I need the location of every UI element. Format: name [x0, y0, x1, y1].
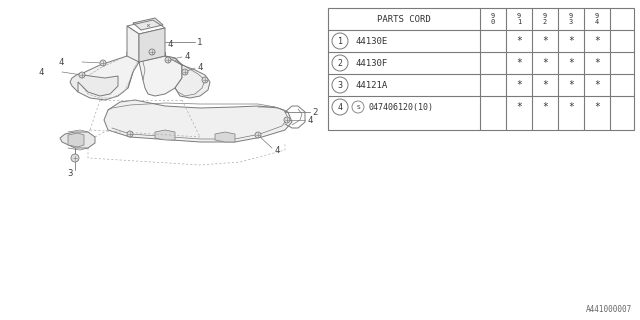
Text: 44130E: 44130E — [355, 36, 387, 45]
Text: 4: 4 — [307, 116, 312, 124]
Text: 9
1: 9 1 — [517, 13, 521, 25]
Text: 4: 4 — [274, 146, 280, 155]
Text: 4: 4 — [38, 68, 44, 76]
Circle shape — [284, 117, 290, 123]
Text: 3: 3 — [67, 169, 73, 178]
Text: 4: 4 — [167, 39, 172, 49]
Text: *: * — [594, 80, 600, 90]
Text: 1: 1 — [337, 36, 342, 45]
Text: 1: 1 — [197, 37, 202, 46]
Text: *: * — [516, 36, 522, 46]
Text: 4: 4 — [337, 102, 342, 111]
Circle shape — [255, 132, 261, 138]
Text: 9
3: 9 3 — [569, 13, 573, 25]
Text: 4: 4 — [58, 58, 63, 67]
Circle shape — [79, 72, 85, 78]
Circle shape — [202, 77, 208, 83]
Text: 2: 2 — [312, 108, 317, 116]
Polygon shape — [60, 132, 95, 148]
Text: S: S — [356, 105, 360, 109]
Text: *: * — [516, 58, 522, 68]
Text: 9
4: 9 4 — [595, 13, 599, 25]
Text: *: * — [542, 36, 548, 46]
Text: 44121A: 44121A — [355, 81, 387, 90]
Text: *: * — [568, 58, 574, 68]
Text: 4: 4 — [184, 52, 189, 60]
Text: *: * — [542, 102, 548, 112]
Text: 047406120(10): 047406120(10) — [368, 102, 433, 111]
Polygon shape — [75, 52, 182, 100]
Polygon shape — [165, 56, 210, 98]
Bar — [328, 8, 634, 130]
Text: *: * — [568, 102, 574, 112]
Polygon shape — [70, 74, 118, 96]
Polygon shape — [139, 28, 165, 62]
Polygon shape — [155, 130, 175, 140]
Circle shape — [182, 69, 188, 75]
Text: *: * — [542, 80, 548, 90]
Text: 2: 2 — [337, 59, 342, 68]
Text: *: * — [568, 80, 574, 90]
Text: *: * — [594, 58, 600, 68]
Text: PARTS CORD: PARTS CORD — [377, 14, 431, 23]
Text: 3: 3 — [337, 81, 342, 90]
Text: 9
0: 9 0 — [491, 13, 495, 25]
Text: 4: 4 — [197, 62, 202, 71]
Text: *: * — [594, 102, 600, 112]
Circle shape — [149, 49, 155, 55]
Polygon shape — [215, 132, 235, 142]
Circle shape — [165, 57, 171, 63]
Text: 44130F: 44130F — [355, 59, 387, 68]
Polygon shape — [104, 100, 292, 142]
Circle shape — [127, 131, 133, 137]
Text: *: * — [542, 58, 548, 68]
Text: *: * — [516, 80, 522, 90]
Polygon shape — [133, 18, 163, 30]
Text: *: * — [568, 36, 574, 46]
Circle shape — [71, 154, 79, 162]
Text: *: * — [594, 36, 600, 46]
Text: *: * — [516, 102, 522, 112]
Text: 9
2: 9 2 — [543, 13, 547, 25]
Polygon shape — [68, 133, 84, 147]
Polygon shape — [127, 26, 139, 62]
Text: A441000007: A441000007 — [586, 305, 632, 314]
Circle shape — [100, 60, 106, 66]
